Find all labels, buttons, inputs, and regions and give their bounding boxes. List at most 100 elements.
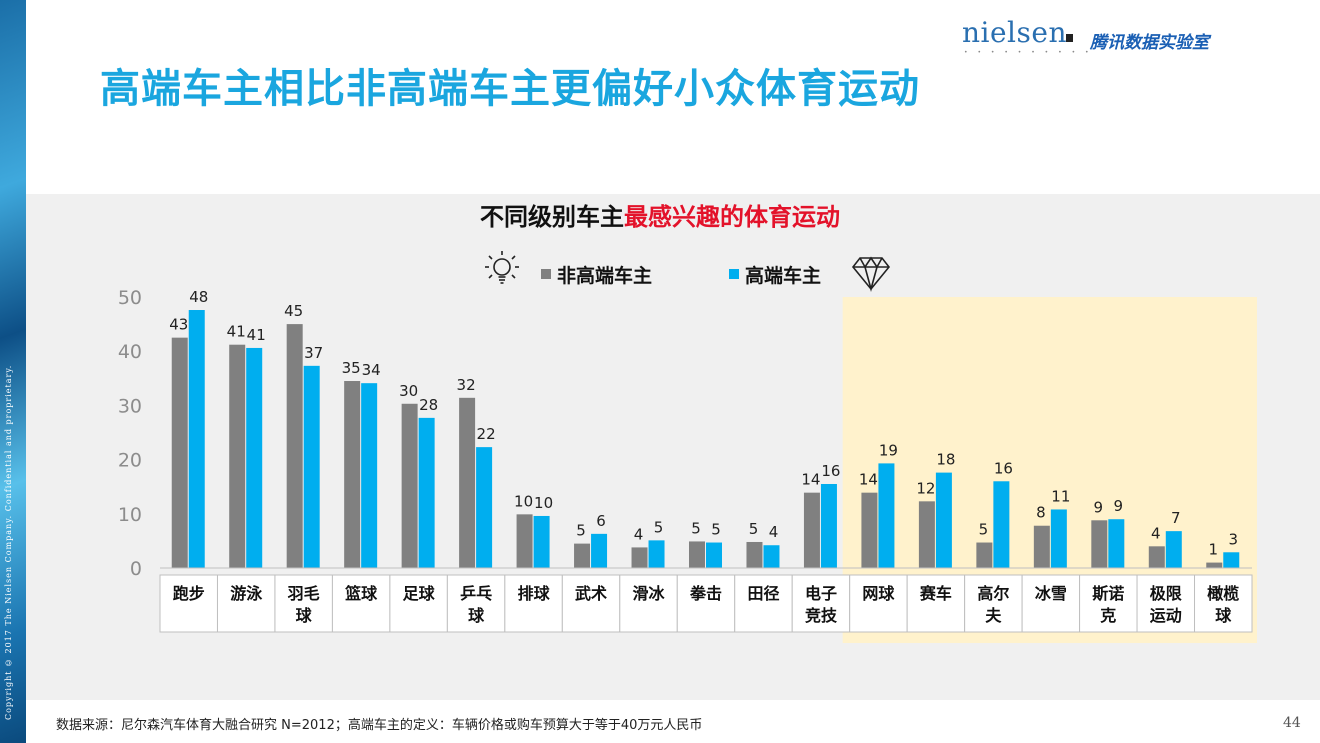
bar	[286, 324, 303, 568]
bar	[1223, 552, 1240, 568]
data-label: 12	[916, 479, 935, 497]
y-tick-label: 30	[118, 395, 142, 417]
data-label: 48	[189, 288, 208, 306]
chart-title-highlight: 最感兴趣的体育运动	[624, 203, 840, 231]
bar	[188, 310, 205, 568]
x-tick-label: 网球	[862, 584, 895, 603]
data-label: 35	[342, 359, 361, 377]
x-tick-label: 克	[1100, 606, 1116, 625]
page-number: 44	[1283, 715, 1301, 731]
data-label: 19	[879, 441, 898, 459]
x-tick-label: 球	[1215, 606, 1232, 625]
bar	[689, 541, 705, 568]
bar	[459, 397, 476, 568]
bar	[861, 492, 878, 568]
bar	[631, 547, 648, 568]
footer-source: 数据来源：尼尔森汽车体育大融合研究 N=2012；高端车主的定义：车辆价格或购车…	[56, 718, 703, 733]
data-label: 6	[596, 512, 606, 530]
data-label: 22	[477, 425, 496, 443]
bar	[803, 492, 820, 568]
x-tick-label: 游泳	[230, 584, 263, 603]
data-label: 28	[419, 396, 438, 414]
category-cell	[331, 574, 391, 633]
y-tick-label: 10	[118, 504, 142, 526]
data-label: 9	[1114, 497, 1124, 515]
data-label: 5	[711, 521, 721, 539]
x-tick-label: 极限	[1150, 584, 1183, 603]
data-label: 10	[534, 494, 553, 512]
data-label: 5	[691, 519, 701, 537]
bar	[303, 365, 320, 568]
x-tick-label: 夫	[985, 606, 1002, 625]
category-cell	[446, 574, 506, 633]
diamond-icon	[851, 256, 891, 293]
legend: 非高端车主 高端车主	[485, 251, 891, 293]
bar	[401, 403, 418, 568]
x-tick-label: 高尔	[977, 584, 1009, 603]
data-label: 11	[1051, 487, 1070, 505]
category-cell	[159, 574, 218, 633]
x-tick-label: 足球	[403, 584, 436, 603]
category-cell	[906, 574, 966, 633]
chart-title-part1: 不同级别车主	[480, 203, 624, 231]
y-tick-label: 50	[118, 287, 142, 309]
nielsen-logo: nielsen	[962, 16, 1067, 49]
x-tick-label: 滑冰	[633, 584, 666, 603]
y-tick-label: 20	[118, 450, 142, 472]
bar	[648, 540, 665, 568]
data-label: 41	[227, 323, 246, 341]
bars	[171, 310, 1240, 568]
bar	[476, 447, 493, 568]
category-cell	[1079, 574, 1138, 633]
x-tick-label: 拳击	[689, 584, 722, 603]
bar	[344, 381, 361, 568]
bar	[1148, 546, 1165, 568]
data-label: 4	[634, 525, 644, 543]
bar	[1108, 519, 1125, 568]
x-tick-label: 球	[296, 606, 313, 625]
category-cell	[504, 574, 563, 633]
category-cell	[389, 574, 448, 633]
category-cell	[1194, 574, 1253, 633]
x-tick-label: 竞技	[805, 606, 838, 625]
category-cell	[619, 574, 678, 633]
bar	[229, 344, 246, 568]
x-tick-label: 橄榄	[1207, 584, 1239, 603]
x-tick-label: 电子	[805, 584, 837, 603]
legend-label-premium: 高端车主	[745, 264, 821, 287]
bar	[361, 383, 378, 568]
bar	[171, 337, 188, 568]
side-decor-strip	[0, 0, 26, 743]
x-tick-label: 田径	[747, 584, 779, 603]
data-label: 14	[859, 471, 878, 489]
category-cell	[791, 574, 851, 633]
lightbulb-icon	[485, 251, 519, 284]
bar	[935, 472, 952, 568]
legend-swatch-premium	[729, 269, 739, 279]
data-label: 4	[1151, 524, 1161, 542]
data-label: 45	[284, 302, 303, 320]
data-label: 7	[1171, 509, 1181, 527]
data-label: 14	[801, 471, 820, 489]
legend-swatch-non-premium	[541, 269, 551, 279]
tencent-logo: 腾讯数据实验室	[1090, 33, 1209, 53]
bar	[1050, 509, 1067, 568]
data-label: 18	[936, 451, 955, 469]
data-label: 43	[169, 316, 188, 334]
category-cell	[561, 574, 621, 633]
data-label: 5	[979, 521, 989, 539]
bar	[418, 417, 435, 568]
data-label: 5	[576, 522, 586, 540]
y-axis: 0 10 20 30 40 50	[118, 287, 142, 580]
bar	[1165, 531, 1182, 568]
category-cell	[734, 574, 793, 633]
data-label: 10	[514, 492, 533, 510]
data-label: 32	[457, 376, 476, 394]
bar	[976, 542, 993, 568]
bar	[591, 533, 608, 568]
x-tick-label: 武术	[575, 584, 607, 603]
data-label: 1	[1208, 541, 1218, 559]
